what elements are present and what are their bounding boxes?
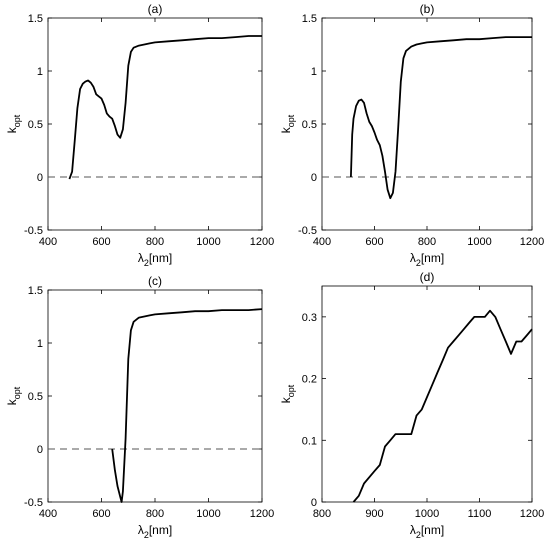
data-series-line <box>352 309 533 503</box>
y-tick-label: 0.2 <box>302 374 317 386</box>
x-tick-label: 800 <box>146 236 164 248</box>
x-axis-label-subscript: 2 <box>416 530 421 540</box>
y-tick-label: -0.5 <box>298 225 317 237</box>
panel-title: (b) <box>420 2 435 16</box>
y-tick-label: 0.1 <box>302 435 317 447</box>
y-tick-label: 1 <box>37 66 43 78</box>
x-tick-label: 1200 <box>520 508 544 520</box>
y-axis-label-symbol: k <box>5 398 19 405</box>
x-tick-label: 400 <box>313 236 331 248</box>
panel-1: 400 600 800 1000 1200 -0.5 0 0.5 1 1.5 (a) λ2[nm] ko… <box>5 2 274 268</box>
x-tick-label: 400 <box>39 236 57 248</box>
x-axis-label-subscript: 2 <box>144 530 149 540</box>
panel-title: (a) <box>148 2 163 16</box>
x-tick-label: 1200 <box>250 508 274 520</box>
x-tick-label: 1100 <box>468 508 492 520</box>
axes-box <box>47 17 263 231</box>
x-tick-label: 900 <box>365 508 383 520</box>
y-tick-label: 0.3 <box>302 312 317 324</box>
y-axis-label: kopt <box>5 386 22 405</box>
x-axis-label-symbol: λ <box>138 523 144 537</box>
x-axis-label: λ2[nm] <box>410 523 444 540</box>
y-tick-label: -0.5 <box>24 225 43 237</box>
y-tick-label: 0 <box>311 172 317 184</box>
data-series-line <box>111 308 263 503</box>
x-tick-label: 1000 <box>415 508 439 520</box>
axes-box <box>47 289 263 503</box>
panel-title: (c) <box>148 274 162 288</box>
x-axis-label: λ2[nm] <box>138 523 172 540</box>
x-tick-label: 1200 <box>250 236 274 248</box>
panel-3: 400 600 800 1000 1200 -0.5 0 0.5 1 1.5 (c) λ2[nm] ko… <box>5 274 274 540</box>
y-tick-label: 1.5 <box>28 13 43 25</box>
y-axis-label: kopt <box>5 114 22 133</box>
axes-box <box>321 285 533 503</box>
x-tick-label: 800 <box>313 508 331 520</box>
y-axis-label-subscript: opt <box>12 386 22 399</box>
x-tick-label: 1000 <box>467 236 491 248</box>
y-axis-label-subscript: opt <box>286 384 296 397</box>
y-tick-label: 0.5 <box>28 391 43 403</box>
x-axis-label-unit: [nm] <box>149 523 172 537</box>
y-axis-label: kopt <box>279 114 296 133</box>
y-axis-label-symbol: k <box>5 126 19 133</box>
y-axis-label-subscript: opt <box>286 114 296 127</box>
x-tick-label: 600 <box>92 236 110 248</box>
data-series-line <box>350 36 532 200</box>
x-axis-label-symbol: λ <box>138 251 144 265</box>
y-tick-label: 1 <box>311 66 317 78</box>
x-tick-label: 600 <box>92 508 110 520</box>
panel-title: (d) <box>420 270 435 284</box>
x-axis-label-subscript: 2 <box>144 258 149 268</box>
x-axis-label: λ2[nm] <box>138 251 172 268</box>
x-tick-label: 1000 <box>196 236 220 248</box>
x-axis-label-symbol: λ <box>410 251 416 265</box>
y-tick-label: 0.5 <box>28 119 43 131</box>
x-tick-label: 1200 <box>520 236 544 248</box>
y-axis-label: kopt <box>279 384 296 403</box>
x-tick-label: 600 <box>365 236 383 248</box>
x-axis-label-unit: [nm] <box>421 251 444 265</box>
y-tick-label: 1.5 <box>28 285 43 297</box>
x-axis-label-unit: [nm] <box>421 523 444 537</box>
x-axis-label-subscript: 2 <box>416 258 421 268</box>
panel-2: 400 600 800 1000 1200 -0.5 0 0.5 1 1.5 (b) λ2[nm] ko… <box>279 2 544 268</box>
x-tick-label: 400 <box>39 508 57 520</box>
x-tick-label: 800 <box>418 236 436 248</box>
x-axis-label-unit: [nm] <box>149 251 172 265</box>
y-tick-label: 0 <box>37 172 43 184</box>
y-axis-label-subscript: opt <box>12 114 22 127</box>
x-tick-label: 800 <box>146 508 164 520</box>
panel-4: 800 900 1000 1100 1200 0 0.1 0.2 0.3 (d) λ2[nm] kop… <box>279 270 544 540</box>
y-tick-label: 0 <box>311 497 317 509</box>
x-axis-label-symbol: λ <box>410 523 416 537</box>
y-axis-label-symbol: k <box>279 126 293 133</box>
x-axis-label: λ2[nm] <box>410 251 444 268</box>
y-tick-label: 0.5 <box>302 119 317 131</box>
y-tick-label: 1 <box>37 338 43 350</box>
y-tick-label: 0 <box>37 444 43 456</box>
y-tick-label: 1.5 <box>302 13 317 25</box>
y-tick-label: -0.5 <box>24 497 43 509</box>
data-series-line <box>68 35 262 180</box>
y-axis-label-symbol: k <box>279 396 293 403</box>
x-tick-label: 1000 <box>196 508 220 520</box>
